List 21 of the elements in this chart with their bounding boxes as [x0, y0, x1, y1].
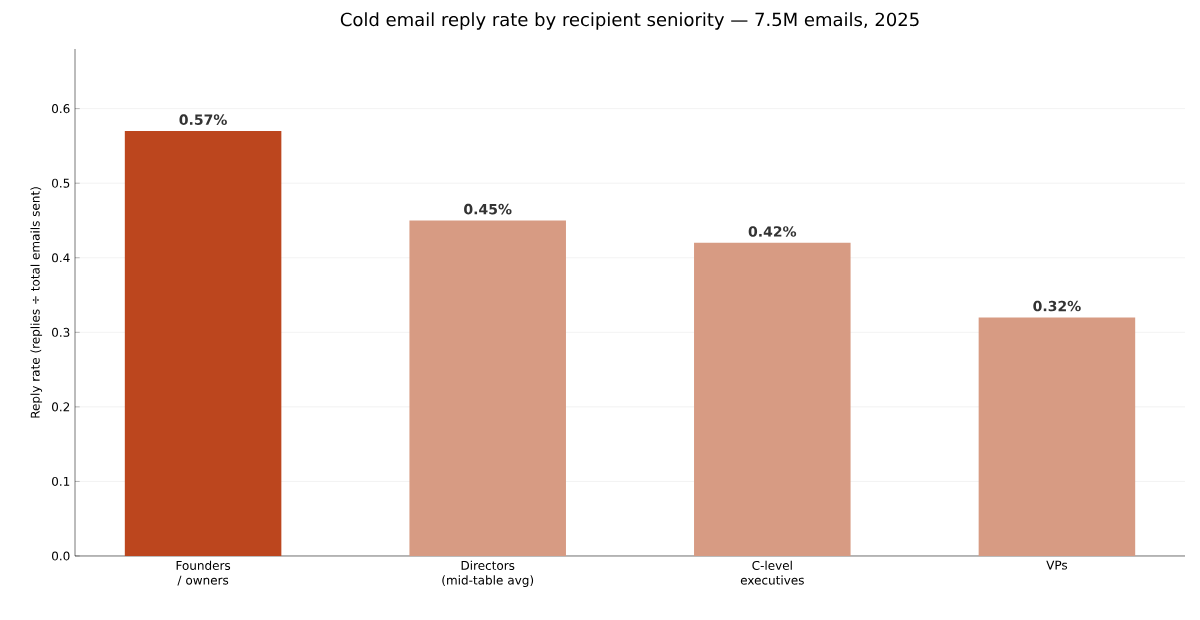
y-tick-label: 0.2 — [52, 402, 70, 412]
y-tick-label: 0.3 — [52, 327, 70, 337]
x-tick-label: Directors (mid-table avg) — [442, 560, 534, 587]
data-label: 0.45% — [464, 203, 512, 215]
y-axis-title: Reply rate (replies ÷ total emails sent) — [30, 187, 43, 418]
bar — [978, 317, 1136, 556]
chart-title: Cold email reply rate by recipient seniority — 7.5M emails, 2025 — [340, 12, 919, 30]
y-tick-label: 0.0 — [52, 551, 70, 561]
bar — [409, 220, 566, 556]
data-label: 0.42% — [748, 226, 797, 237]
y-tick-label: 0.5 — [52, 178, 70, 188]
x-tick-label: VPs — [1046, 560, 1068, 570]
data-label: 0.57% — [179, 114, 227, 125]
x-tick-label: C-level executives — [740, 560, 804, 585]
y-tick-label: 0.4 — [52, 253, 70, 263]
bar — [694, 242, 851, 556]
data-label: 0.32% — [1033, 300, 1081, 312]
y-tick-label: 0.6 — [52, 104, 70, 114]
x-tick-label: Founders / owners — [176, 560, 231, 586]
bar — [124, 131, 282, 556]
y-tick-label: 0.1 — [52, 476, 70, 486]
